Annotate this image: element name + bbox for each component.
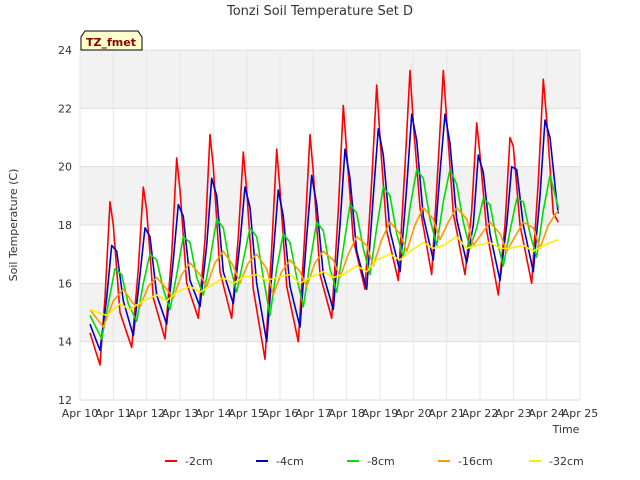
x-tick-label: Apr 10 — [62, 407, 99, 420]
plot-band — [80, 225, 580, 284]
badge-label: TZ_fmet — [86, 36, 136, 49]
legend-label: -16cm — [458, 455, 493, 468]
x-tick-label: Apr 18 — [328, 407, 365, 420]
x-tick-label: Apr 14 — [195, 407, 232, 420]
y-axis-label: Soil Temperature (C) — [7, 169, 20, 282]
x-tick-label: Apr 20 — [395, 407, 432, 420]
x-tick-label: Apr 21 — [428, 407, 465, 420]
plot-band — [80, 166, 580, 225]
grid-lines — [79, 49, 581, 401]
y-tick-label: 18 — [58, 219, 72, 232]
x-tick-label: Apr 19 — [362, 407, 399, 420]
y-tick-label: 24 — [58, 44, 72, 57]
x-tick-label: Apr 24 — [528, 407, 565, 420]
series-line-32cmcm — [89, 235, 559, 317]
legend-label: -4cm — [276, 455, 304, 468]
y-tick-label: 16 — [58, 277, 72, 290]
series-line-4cmcm — [89, 113, 560, 352]
plot-band — [80, 108, 580, 167]
series-lines — [89, 69, 560, 366]
x-tick-label: Apr 13 — [162, 407, 199, 420]
x-tick-label: Apr 23 — [495, 407, 532, 420]
y-tick-label: 14 — [58, 336, 72, 349]
plot-background — [80, 50, 580, 400]
legend: -2cm -4cm -8cm -16cm -32cm — [165, 455, 584, 468]
x-tick-label: Apr 15 — [228, 407, 265, 420]
y-tick-label: 12 — [58, 394, 72, 407]
y-tick-label: 20 — [58, 161, 72, 174]
badge-shape — [80, 30, 143, 51]
series-line-8cmcm — [89, 168, 560, 340]
plot-band — [80, 50, 580, 109]
x-tick-label: Apr 16 — [262, 407, 299, 420]
x-tick-label: Apr 22 — [462, 407, 499, 420]
legend-label: -8cm — [367, 455, 395, 468]
x-tick-label: Apr 11 — [95, 407, 132, 420]
legend-label: -32cm — [549, 455, 584, 468]
plot-band — [80, 341, 580, 400]
badge: TZ_fmet — [80, 30, 143, 51]
chart-title: Tonzi Soil Temperature Set D — [226, 4, 413, 19]
legend-label: -2cm — [185, 455, 213, 468]
y-tick-label: 22 — [58, 102, 72, 115]
x-tick-label: Apr 12 — [128, 407, 165, 420]
x-tick-label: Apr 17 — [295, 407, 332, 420]
x-axis-label: Time — [552, 423, 580, 436]
x-tick-label: Apr 25 — [562, 407, 599, 420]
